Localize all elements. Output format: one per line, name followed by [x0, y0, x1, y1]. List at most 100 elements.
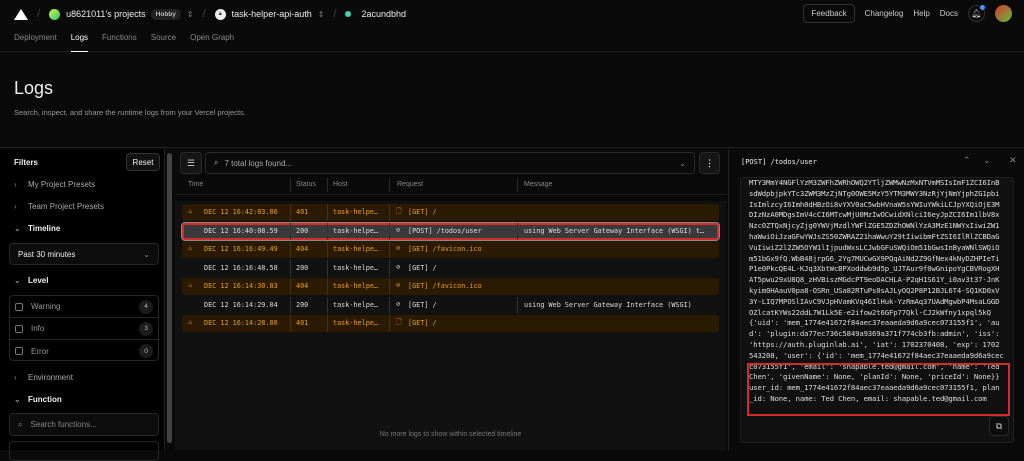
team-switcher[interactable]: u8621011's projects [66, 9, 146, 19]
log-line: 'https://auth.pluginlab.ai', 'iat': 1702… [749, 339, 1000, 349]
log-time: DEC 12 16:16:48.58 [204, 263, 278, 272]
divider [327, 296, 328, 314]
log-host: task-helpe… [333, 300, 379, 309]
column-host[interactable]: Host [333, 181, 348, 188]
team-project-presets[interactable]: › Team Project Presets [14, 202, 104, 211]
chevron-right-icon: › [14, 180, 17, 189]
tab-logs[interactable]: Logs [70, 28, 89, 52]
log-request: [GET] / [408, 319, 437, 327]
changelog-link[interactable]: Changelog [864, 9, 904, 18]
log-time: DEC 12 16:42:03.00 [204, 208, 278, 216]
log-time: DEC 12 16:14:29.04 [204, 300, 278, 309]
divider [327, 259, 328, 277]
function-icon: ⊘ [396, 262, 401, 271]
reset-button[interactable]: Reset [126, 153, 160, 171]
level-section[interactable]: ⌄ Level [14, 276, 48, 285]
file-icon: 🗋︎ [396, 318, 402, 326]
timeline-select[interactable]: Past 30 minutes ⌄ [9, 243, 159, 265]
divider [389, 296, 390, 314]
sidebar-scrollbar[interactable] [167, 153, 172, 443]
environment-section[interactable]: › Environment [14, 373, 73, 382]
chevron-down-icon: ⌄ [143, 249, 150, 259]
level-error[interactable]: Error 0 [10, 340, 158, 362]
close-icon[interactable]: ✕ [1009, 155, 1017, 165]
docs-link[interactable]: Docs [939, 9, 958, 18]
count-badge: 3 [139, 321, 153, 336]
no-more-logs-text: No more logs to show within selected tim… [379, 431, 522, 438]
logs-panel: ☰ ⌕ 7 total logs found... ⌄ ⋮ Time Status … [175, 149, 726, 450]
table-row[interactable]: ⚠ DEC 12 16:14:30.83 404 task-helpe… ⊘ [GET] … [182, 278, 719, 295]
log-request: [GET] / [408, 300, 437, 309]
separator: / [37, 8, 41, 20]
log-status: 200 [296, 300, 309, 309]
table-row[interactable]: ⚠ DEC 12 16:42:03.00 401 task-helpe… 🗋︎ [GET]… [182, 204, 719, 221]
separator: / [333, 8, 337, 20]
copy-icon[interactable]: ⧉ [989, 416, 1009, 436]
project-switcher[interactable]: task-helper-api-auth [231, 9, 312, 19]
table-row[interactable]: ⚠ DEC 12 16:14:28.00 401 task-helpe… 🗋︎ [GET]… [182, 315, 719, 332]
feedback-button[interactable]: Feedback [803, 4, 855, 23]
chevron-up-icon[interactable]: ⌃ [963, 155, 971, 165]
chevron-updown-icon[interactable]: ⇕ [317, 9, 325, 19]
chevron-down-icon[interactable]: ⌄ [983, 155, 991, 165]
column-time[interactable]: Time [188, 181, 204, 188]
tab-source[interactable]: Source [150, 33, 177, 42]
log-time: DEC 12 16:16:49.49 [204, 245, 278, 253]
log-message: using Web Server Gateway Interface (WSGI… [524, 226, 705, 235]
table-row[interactable]: DEC 12 16:40:08.59 200 task-helpe… ⊘ [POST] … [181, 221, 720, 241]
table-row[interactable]: DEC 12 16:14:29.04 200 task-helpe… ⊘ [GET] /… [182, 296, 719, 314]
log-request: [GET] /favicon.ico [408, 282, 482, 290]
logs-search-input[interactable]: ⌕ 7 total logs found... ⌄ [205, 152, 695, 174]
divider [290, 241, 291, 258]
log-line: AT5pwu29xU8Q8_zHVBiszMGdcPT9eoDACHLA-P2q… [749, 275, 1000, 285]
divider [290, 259, 291, 277]
filter-toggle-button[interactable]: ☰ [180, 152, 202, 174]
log-line: c073155f1', 'email': 'shapable.ted@gmail… [749, 361, 1000, 371]
help-link[interactable]: Help [913, 9, 930, 18]
function-icon: ⊘ [396, 299, 401, 308]
label: Info [31, 324, 45, 333]
tab-functions[interactable]: Functions [102, 33, 137, 42]
log-line: VuIiwiZ2l2ZW5OYW1lIjpudWxsLCJwbGFuSWQiOm… [749, 242, 1000, 252]
divider [389, 315, 390, 332]
my-project-presets[interactable]: › My Project Presets [14, 180, 95, 189]
chevron-down-icon[interactable]: ⌄ [679, 158, 686, 168]
checkbox[interactable] [15, 302, 23, 311]
column-message[interactable]: Message [524, 181, 553, 188]
level-warning[interactable]: Warning 4 [10, 296, 158, 318]
warning-icon: ⚠ [188, 318, 193, 326]
log-line: MTY3MmY4NGFlYzM3ZWFhZWRhOWQ2YTljZWMwNzMx… [749, 178, 1000, 187]
function-section[interactable]: ⌄ Function [14, 395, 62, 404]
separator: / [202, 8, 206, 20]
checkbox[interactable] [15, 324, 23, 333]
bell-icon[interactable]: 🔔︎ [968, 5, 985, 22]
divider [327, 278, 328, 295]
table-header: Time Status Host Request Message [175, 176, 726, 195]
search-functions-input[interactable]: ⌕ Search functions... [9, 413, 159, 436]
timeline-section[interactable]: ⌄ Timeline [14, 224, 60, 233]
checkbox[interactable] [15, 347, 23, 355]
table-row[interactable]: DEC 12 16:16:48.58 200 task-helpe… ⊘ [GET] / [182, 259, 719, 277]
log-line: kyim0HAauV0pa8-OSRn_USa82RTuPs0sAJLyOQ2P… [749, 285, 1000, 295]
label: Error [31, 346, 49, 356]
placeholder: 7 total logs found... [224, 158, 293, 168]
tab-deployment[interactable]: Deployment [14, 33, 57, 42]
level-info[interactable]: Info 3 [10, 318, 158, 340]
search-icon: ⌕ [214, 158, 219, 167]
column-request[interactable]: Request [397, 181, 424, 188]
warning-icon: ⚠ [188, 207, 193, 215]
vercel-logo-icon[interactable] [14, 8, 28, 20]
more-options-button[interactable]: ⋮ [699, 152, 720, 174]
chevron-updown-icon[interactable]: ⇕ [186, 9, 194, 19]
log-host: task-helpe… [333, 319, 379, 327]
table-row[interactable]: ⚠ DEC 12 16:16:49.49 404 task-helpe… ⊘ [GET] … [182, 241, 719, 258]
column-status[interactable]: Status [296, 181, 316, 188]
count-badge: 0 [139, 344, 153, 358]
timeline-value: Past 30 minutes [18, 249, 76, 259]
deployment-link[interactable]: 2acundbhd [361, 9, 407, 19]
project-icon: ▲ [214, 8, 226, 20]
log-status: 401 [296, 208, 309, 216]
avatar[interactable] [995, 5, 1012, 22]
log-line: DIzNzA0MDgsImV4cCI6MTcwMjU0MzIwOCwidXNlc… [749, 210, 1000, 220]
tab-open-graph[interactable]: Open Graph [190, 33, 235, 42]
